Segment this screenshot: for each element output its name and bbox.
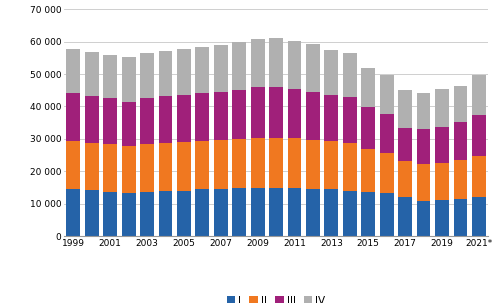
Bar bbox=[435, 200, 449, 236]
Bar bbox=[454, 122, 467, 160]
Bar bbox=[122, 192, 136, 236]
Bar bbox=[454, 160, 467, 199]
Bar bbox=[122, 57, 136, 102]
Bar bbox=[343, 97, 357, 143]
Bar bbox=[67, 49, 80, 92]
Bar bbox=[306, 140, 320, 188]
Bar bbox=[103, 191, 117, 236]
Bar bbox=[140, 191, 154, 236]
Bar bbox=[85, 190, 99, 236]
Bar bbox=[159, 96, 173, 143]
Bar bbox=[417, 201, 430, 236]
Bar bbox=[177, 49, 191, 95]
Bar bbox=[398, 161, 412, 197]
Bar bbox=[85, 142, 99, 190]
Bar bbox=[398, 197, 412, 236]
Bar bbox=[472, 115, 486, 156]
Bar bbox=[343, 143, 357, 191]
Bar bbox=[398, 128, 412, 161]
Bar bbox=[232, 139, 246, 188]
Bar bbox=[177, 142, 191, 191]
Bar bbox=[361, 107, 375, 149]
Bar bbox=[287, 188, 301, 236]
Bar bbox=[398, 90, 412, 128]
Bar bbox=[214, 45, 228, 92]
Bar bbox=[195, 141, 209, 189]
Bar bbox=[85, 52, 99, 96]
Bar bbox=[103, 98, 117, 144]
Bar bbox=[306, 45, 320, 92]
Bar bbox=[472, 156, 486, 197]
Bar bbox=[417, 164, 430, 201]
Bar bbox=[67, 141, 80, 189]
Bar bbox=[195, 189, 209, 236]
Bar bbox=[232, 42, 246, 90]
Bar bbox=[269, 38, 283, 87]
Bar bbox=[67, 92, 80, 141]
Bar bbox=[380, 153, 393, 194]
Bar bbox=[324, 189, 338, 236]
Bar bbox=[361, 192, 375, 236]
Bar bbox=[361, 149, 375, 192]
Bar bbox=[380, 75, 393, 114]
Bar bbox=[214, 140, 228, 189]
Bar bbox=[232, 90, 246, 139]
Bar bbox=[343, 53, 357, 97]
Bar bbox=[159, 143, 173, 191]
Bar bbox=[472, 197, 486, 236]
Bar bbox=[454, 199, 467, 236]
Bar bbox=[287, 138, 301, 188]
Bar bbox=[232, 188, 246, 236]
Legend: I, II, III, IV: I, II, III, IV bbox=[222, 291, 330, 303]
Bar bbox=[214, 189, 228, 236]
Bar bbox=[324, 50, 338, 95]
Bar bbox=[251, 138, 265, 188]
Bar bbox=[435, 163, 449, 200]
Bar bbox=[122, 102, 136, 146]
Bar bbox=[306, 188, 320, 236]
Bar bbox=[435, 89, 449, 127]
Bar bbox=[306, 92, 320, 140]
Bar bbox=[472, 75, 486, 115]
Bar bbox=[454, 86, 467, 122]
Bar bbox=[122, 146, 136, 192]
Bar bbox=[251, 188, 265, 236]
Bar bbox=[343, 191, 357, 236]
Bar bbox=[177, 191, 191, 236]
Bar bbox=[324, 95, 338, 141]
Bar bbox=[417, 93, 430, 128]
Bar bbox=[103, 144, 117, 191]
Bar bbox=[140, 53, 154, 98]
Bar bbox=[103, 55, 117, 98]
Bar bbox=[269, 188, 283, 236]
Bar bbox=[251, 38, 265, 87]
Bar bbox=[269, 138, 283, 188]
Bar bbox=[159, 191, 173, 236]
Bar bbox=[417, 128, 430, 164]
Bar bbox=[67, 189, 80, 236]
Bar bbox=[177, 95, 191, 142]
Bar bbox=[85, 96, 99, 142]
Bar bbox=[324, 141, 338, 189]
Bar bbox=[380, 194, 393, 236]
Bar bbox=[140, 98, 154, 145]
Bar bbox=[361, 68, 375, 107]
Bar bbox=[195, 93, 209, 141]
Bar bbox=[159, 51, 173, 96]
Bar bbox=[287, 89, 301, 138]
Bar bbox=[140, 145, 154, 191]
Bar bbox=[251, 87, 265, 138]
Bar bbox=[195, 47, 209, 93]
Bar bbox=[435, 127, 449, 163]
Bar bbox=[214, 92, 228, 140]
Bar bbox=[287, 41, 301, 89]
Bar bbox=[269, 87, 283, 138]
Bar bbox=[380, 114, 393, 153]
